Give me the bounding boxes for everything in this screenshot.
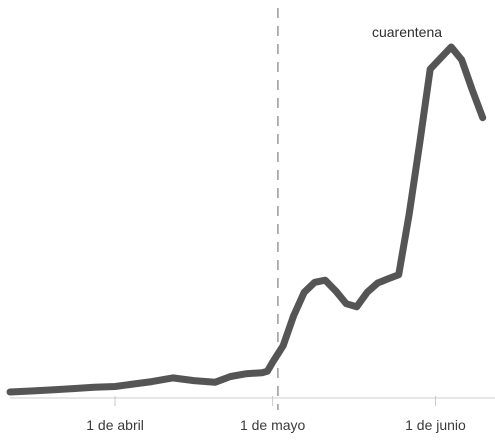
x-tick-label: 1 de mayo [240,417,306,433]
x-tick-label: 1 de junio [405,417,466,433]
x-ticks: 1 de abril 1 de mayo 1 de junio [86,396,466,433]
x-tick-label: 1 de abril [86,417,144,433]
series-line [6,43,487,396]
quarantine-annotation-label: cuarentena [372,24,442,40]
